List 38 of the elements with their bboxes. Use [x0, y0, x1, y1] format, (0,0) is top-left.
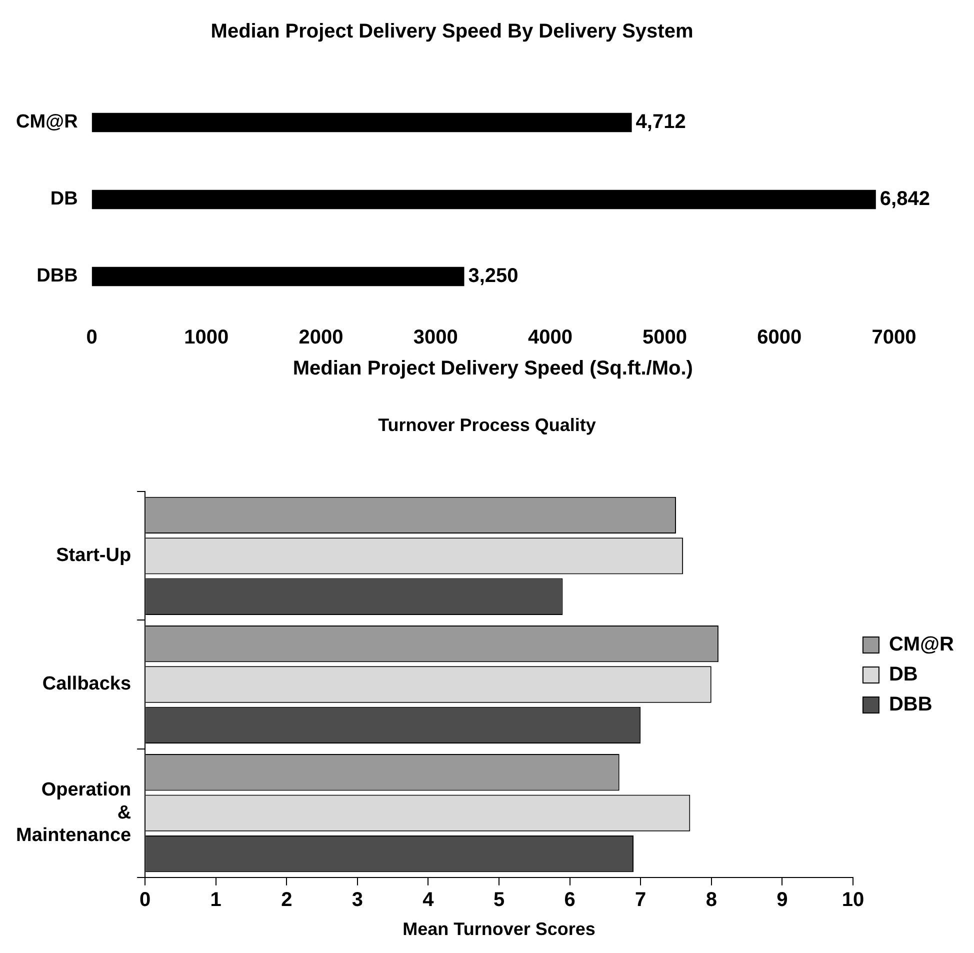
- y-tick-label: Operation & Maintenance: [16, 780, 132, 846]
- chart-title: Median Project Delivery Speed By Delivery System: [210, 20, 694, 43]
- legend-label: DBB: [888, 694, 932, 716]
- x-tick-label: 5000: [642, 326, 688, 349]
- x-tick-label: 0: [86, 326, 98, 349]
- data-label: 3,250: [468, 265, 518, 288]
- x-tick-label: 1000: [184, 326, 229, 349]
- x-tick-label: 9: [776, 888, 788, 911]
- x-tick-label: 3000: [413, 326, 458, 349]
- legend-label: DB: [888, 664, 918, 686]
- chart-title: Turnover Process Quality: [378, 414, 596, 435]
- x-tick-label: 10: [842, 888, 864, 911]
- data-label: 4,712: [636, 111, 686, 134]
- x-tick-label: 4: [422, 888, 435, 911]
- y-tick-label: Callbacks: [42, 674, 132, 695]
- data-label: 6,842: [880, 188, 930, 210]
- legend-label: CM@R: [888, 634, 955, 656]
- x-tick-label: 3: [352, 888, 364, 911]
- y-tick-label: Start-Up: [56, 545, 132, 566]
- x-tick-label: 8: [706, 888, 717, 911]
- y-tick-label: DBB: [36, 266, 78, 287]
- x-tick-label: 5: [493, 888, 505, 911]
- bar: [92, 266, 464, 286]
- x-tick-label: 0: [140, 888, 151, 911]
- x-axis-title: Mean Turnover Scores: [402, 919, 596, 940]
- x-axis-title: Median Project Delivery Speed (Sq.ft./Mo.): [292, 358, 693, 380]
- x-tick-label: 7000: [872, 326, 916, 349]
- bar: [92, 190, 876, 210]
- x-tick-label: 2000: [298, 326, 344, 349]
- x-tick-label: 6000: [757, 326, 802, 349]
- bar: [92, 112, 632, 132]
- y-tick-label: CM@R: [16, 112, 78, 133]
- x-tick-label: 2: [281, 888, 292, 911]
- x-tick-label: 6: [564, 888, 576, 911]
- x-tick-label: 7: [635, 888, 646, 911]
- x-tick-label: 1: [210, 888, 222, 911]
- x-tick-label: 4000: [528, 326, 572, 349]
- y-tick-label: DB: [50, 188, 78, 210]
